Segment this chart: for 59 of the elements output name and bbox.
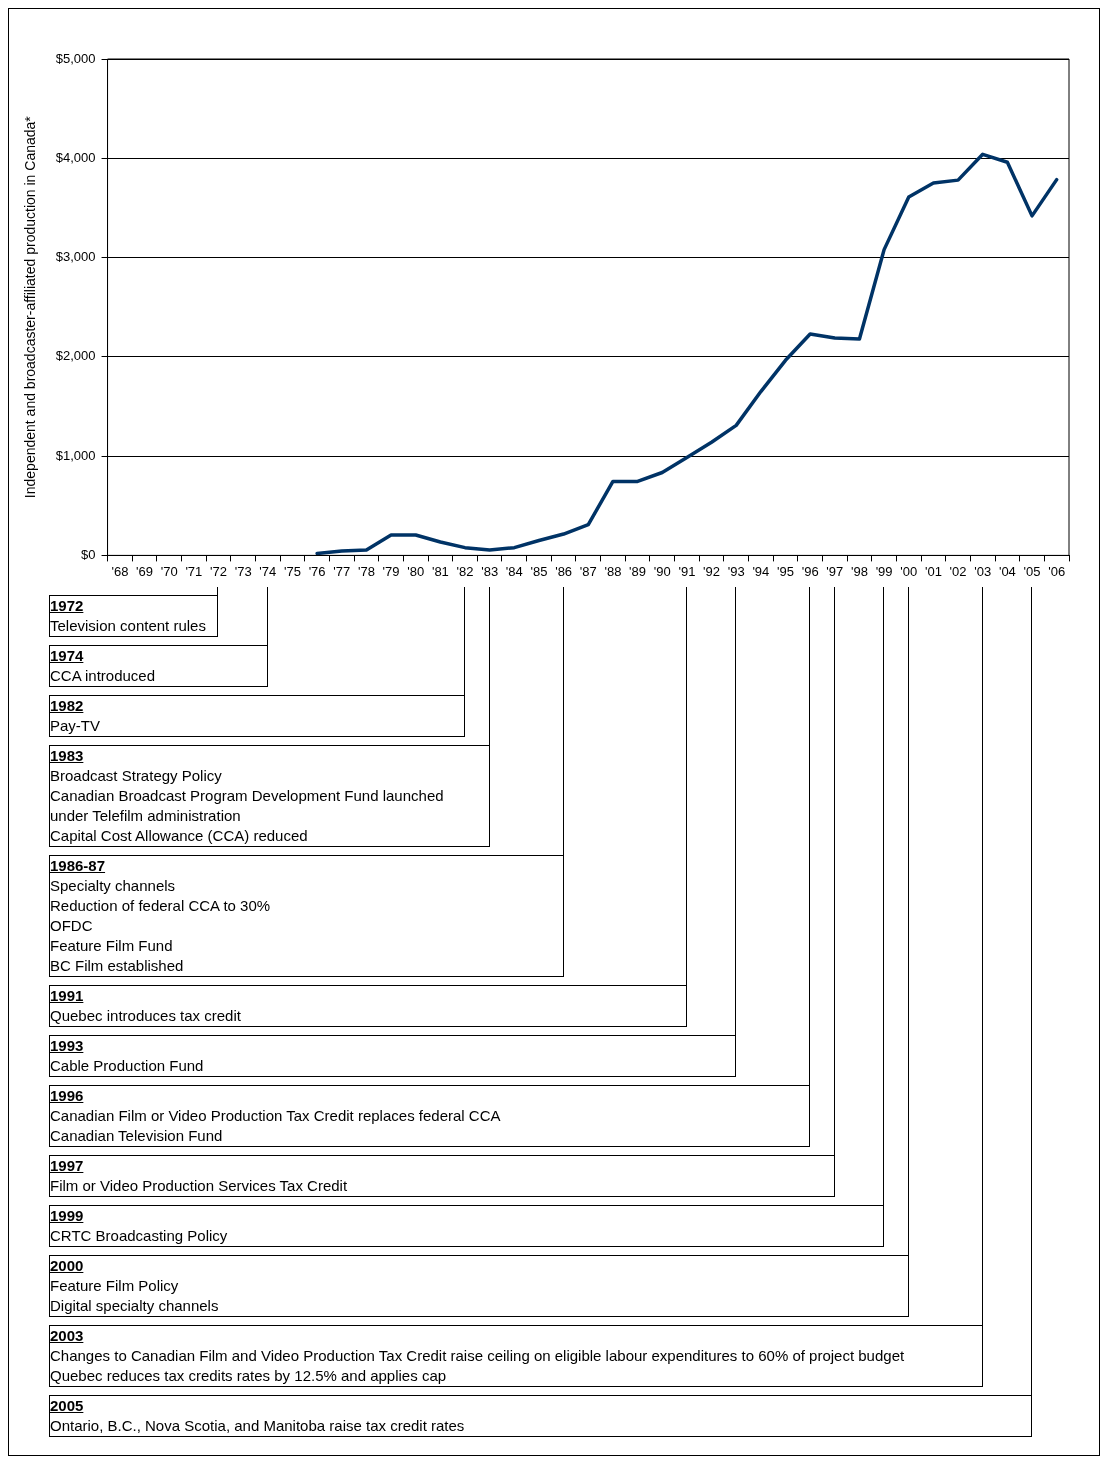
x-tick-label: '87	[579, 563, 597, 579]
x-tick-label: '77	[333, 563, 351, 579]
x-tick-label: '95	[777, 563, 794, 579]
y-tick-label: $1,000	[55, 447, 96, 463]
x-tick-label: '94	[752, 563, 770, 579]
x-tick-label: '70	[160, 563, 178, 579]
x-tick-label: '76	[308, 563, 326, 579]
x-tick-label: '02	[949, 563, 967, 579]
y-axis-title: Independent and broadcaster-affiliated production in Canada*	[22, 115, 39, 499]
x-tick-label: '98	[850, 563, 868, 579]
text: 2000 Feature Film Policy Digital specialty channels	[50, 1256, 908, 1316]
x-tick-label: '00	[900, 563, 918, 579]
x-tick-label: '81	[431, 563, 449, 579]
text: 2005 Ontario, B.C., Nova Scotia, and Manitoba raise tax credit rates	[50, 1396, 1032, 1436]
x-tick-label: '06	[1048, 563, 1066, 579]
text: 1996 Canadian Film or Video Production Tax Credit replaces federal CCA Canadian Television Fund	[50, 1086, 810, 1146]
x-tick-label: '97	[826, 563, 844, 579]
x-tick-label: '86	[555, 563, 573, 579]
x-tick-label: '78	[357, 563, 375, 579]
x-tick-label: '72	[210, 563, 227, 579]
x-tick-label: '71	[185, 563, 203, 579]
x-tick-label: '88	[604, 563, 622, 579]
x-tick-label: '79	[382, 563, 400, 579]
x-tick-label: '68	[111, 563, 129, 579]
x-tick-label: '69	[136, 563, 154, 579]
x-tick-label: '90	[653, 563, 671, 579]
y-tick-label: $3,000	[55, 249, 96, 265]
x-tick-label: '01	[924, 563, 942, 579]
x-tick-label: '85	[530, 563, 548, 579]
text: 1997 Film or Video Production Services Tax Credit	[50, 1156, 834, 1196]
text: 1986-87 Specialty channels Reduction of federal CCA to 30% OFDC Feature Film Fund BC Film established	[50, 856, 563, 976]
x-tick-label: '73	[234, 563, 252, 579]
text: 1972 Television content rules	[50, 596, 218, 636]
x-tick-label: '96	[801, 563, 819, 579]
x-tick-label: '92	[703, 563, 721, 579]
text: 1991 Quebec introduces tax credit	[50, 986, 686, 1026]
y-tick-label: $0	[81, 546, 96, 562]
text: 2003 Changes to Canadian Film and Video Production Tax Credit raise ceiling on eligible labour expenditures to 60% of project budget Quebec reduces tax credits rates by 12.5% and applies cap	[50, 1326, 982, 1386]
x-tick-label: '99	[875, 563, 893, 579]
x-tick-label: '83	[481, 563, 499, 579]
x-tick-label: '91	[678, 563, 696, 579]
y-tick-label: $2,000	[55, 348, 96, 364]
y-tick-label: $5,000	[55, 50, 96, 66]
text: 1993 Cable Production Fund	[50, 1036, 736, 1076]
x-tick-label: '74	[259, 563, 277, 579]
x-tick-label: '93	[727, 563, 745, 579]
x-tick-label: '89	[629, 563, 647, 579]
text: 1974 CCA introduced	[50, 646, 267, 686]
x-tick-label: '82	[456, 563, 474, 579]
y-tick-label: $4,000	[55, 149, 96, 165]
text: 1982 Pay-TV	[50, 696, 465, 736]
x-tick-label: '03	[974, 563, 992, 579]
x-tick-label: '80	[407, 563, 425, 579]
x-tick-label: '84	[505, 563, 523, 579]
x-tick-label: '75	[283, 563, 301, 579]
text: 1999 CRTC Broadcasting Policy	[50, 1206, 884, 1246]
x-tick-label: '05	[1023, 563, 1041, 579]
x-tick-label: '04	[998, 563, 1016, 579]
text: 1983 Broadcast Strategy Policy Canadian Broadcast Program Development Fund launched under Telefilm administration Capital Cost Allowance (CCA) reduced	[50, 746, 489, 846]
